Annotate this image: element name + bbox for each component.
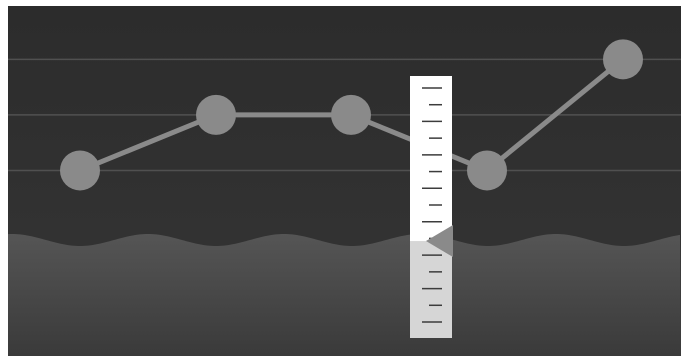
data-point-5 (603, 39, 643, 80)
vertical-gauge (410, 76, 453, 338)
gauge-pointer-icon (426, 225, 453, 258)
data-point-1 (60, 150, 100, 191)
data-point-4 (467, 150, 507, 191)
wave-ground (8, 234, 681, 356)
line-series (60, 39, 643, 191)
data-point-2 (196, 94, 236, 135)
data-point-3 (331, 94, 371, 135)
